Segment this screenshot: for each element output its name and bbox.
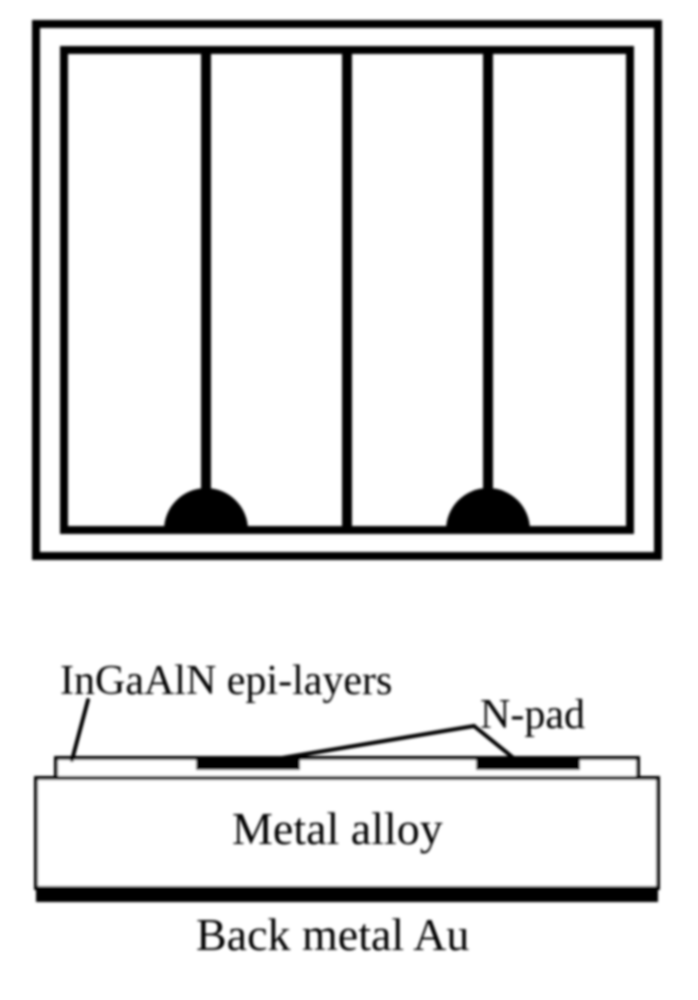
diagram-canvas: InGaAlN epi-layers N-pad Metal alloy Bac… <box>0 0 698 1000</box>
top-pad-2 <box>446 488 530 530</box>
top-pad-1 <box>164 488 248 530</box>
label-n-pad: N-pad <box>480 694 585 736</box>
label-metal-alloy: Metal alloy <box>232 806 443 852</box>
label-epi-layers: InGaAlN epi-layers <box>60 660 392 702</box>
label-back-metal: Back metal Au <box>196 912 469 958</box>
cross-back-metal <box>36 888 658 902</box>
leader-epi <box>72 700 88 760</box>
cross-n-pad-2 <box>476 756 580 770</box>
